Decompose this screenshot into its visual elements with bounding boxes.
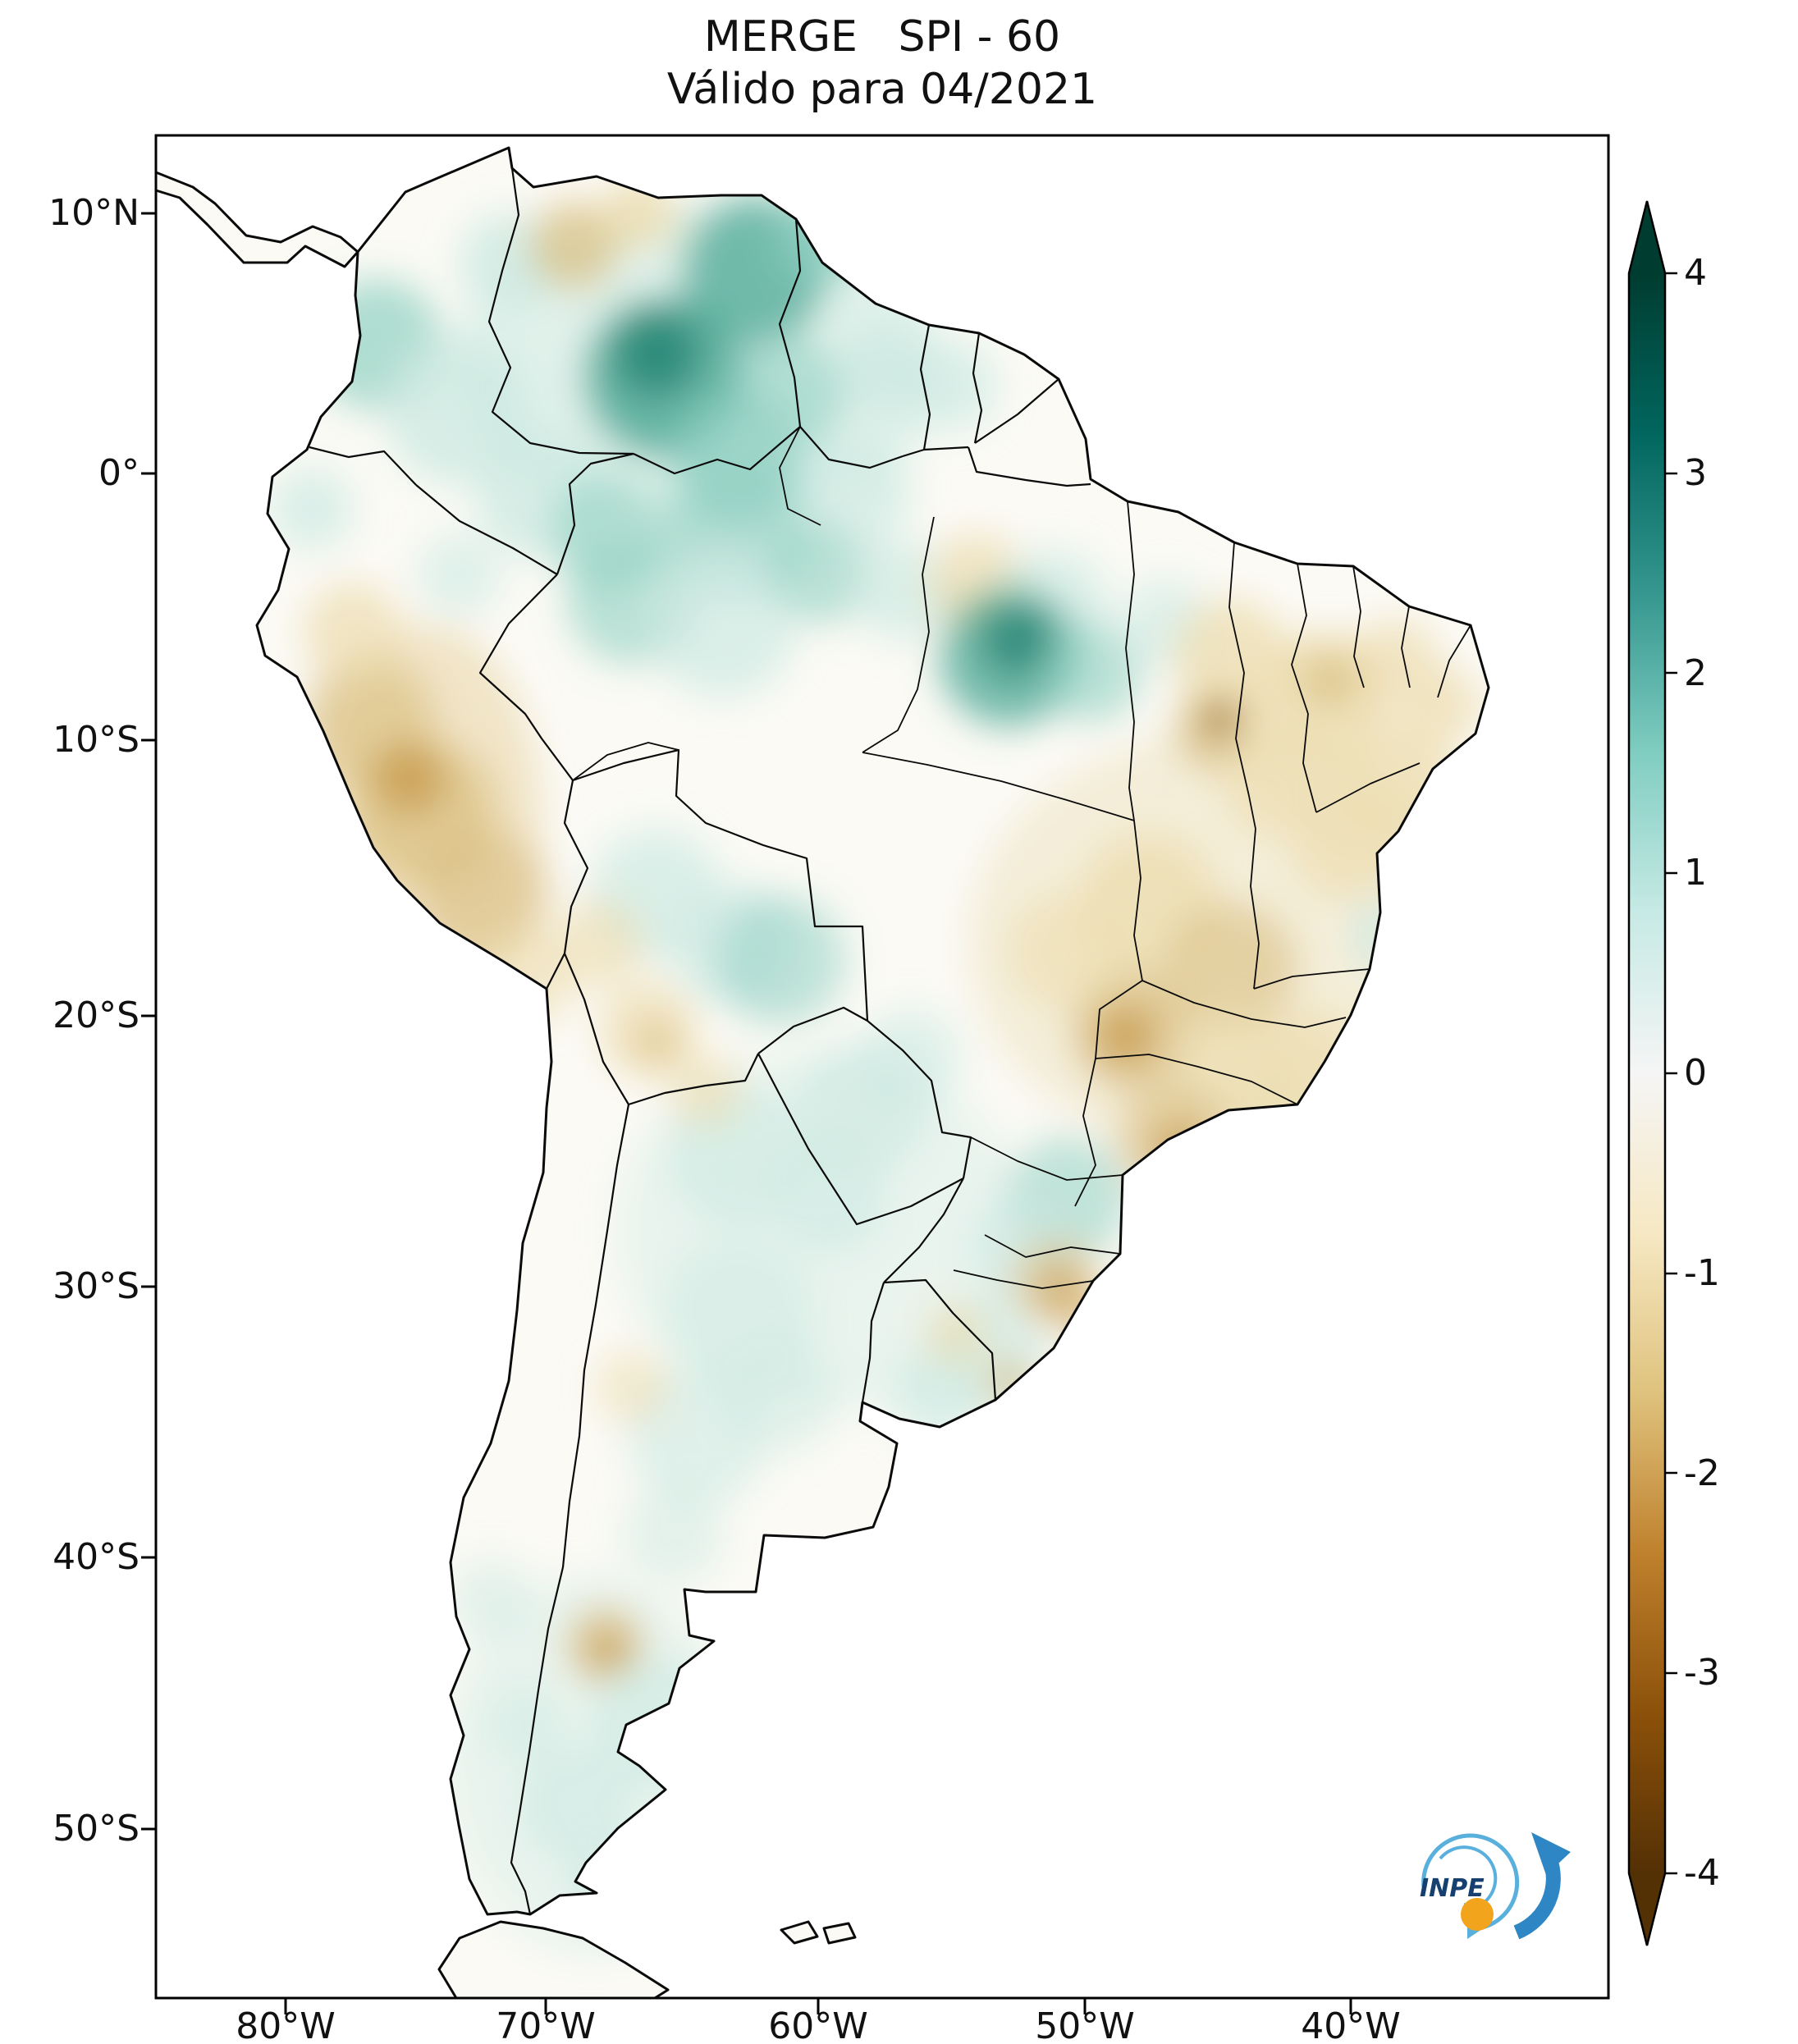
lat-tick-label: 10°S <box>53 719 140 761</box>
lat-tick-label: 0° <box>98 452 140 494</box>
chart-title: MERGE SPI - 60 <box>703 12 1061 62</box>
colorbar <box>1627 200 1677 1946</box>
state-borders-layer <box>572 426 1471 1289</box>
axis-ticks <box>141 212 1352 2014</box>
lat-tick-label: 50°S <box>53 1808 140 1850</box>
colorbar-cap-bottom <box>1629 1873 1665 1946</box>
logo-big-arrowhead-icon <box>1531 1832 1571 1875</box>
logo-outer-swirl-icon <box>1421 1833 1520 1932</box>
lat-tick-label: 10°N <box>48 192 140 234</box>
country-borders-layer <box>309 167 1091 1915</box>
colorbar-tick-label: 2 <box>1684 652 1707 694</box>
chart-subtitle: Válido para 04/2021 <box>666 65 1098 114</box>
colorbar-cap-top <box>1629 201 1665 273</box>
colorbar-tick-label: -1 <box>1684 1252 1720 1294</box>
colorbar-tick-label: 4 <box>1684 252 1707 294</box>
inpe-logo: INPE <box>1420 1832 1571 1940</box>
lat-tick-label: 20°S <box>53 995 140 1036</box>
logo-orange-dot-icon <box>1461 1898 1494 1931</box>
plot-frame <box>154 134 1610 2000</box>
colorbar-tick-label: -2 <box>1684 1452 1720 1494</box>
lat-tick-label: 30°S <box>53 1265 140 1307</box>
lat-tick-label: 40°S <box>53 1536 140 1578</box>
colorbar-tick-label: -3 <box>1684 1652 1720 1694</box>
colorbar-ticks <box>1665 272 1677 1875</box>
colorbar-tick-label: 0 <box>1684 1052 1707 1094</box>
colorbar-tick-label: 1 <box>1684 852 1707 894</box>
colorbar-gradient <box>1629 273 1665 1873</box>
colorbar-tick-label: 3 <box>1684 452 1707 494</box>
logo-text: INPE <box>1420 1874 1485 1903</box>
colorbar-tick-label: -4 <box>1684 1852 1720 1894</box>
